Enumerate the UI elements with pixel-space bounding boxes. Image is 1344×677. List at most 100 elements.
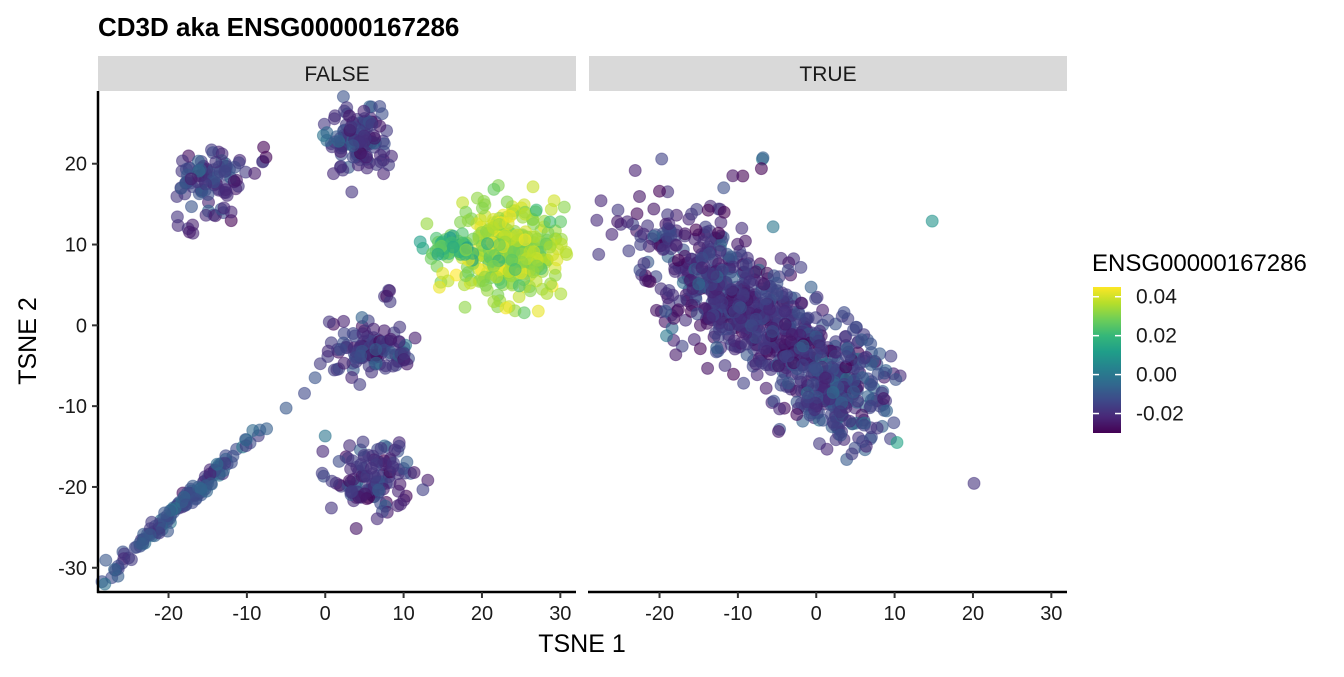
data-point <box>825 360 839 374</box>
data-point <box>727 367 740 381</box>
data-point <box>370 512 384 526</box>
data-point <box>821 313 835 327</box>
data-point <box>847 323 860 337</box>
data-point <box>358 487 372 501</box>
data-point <box>333 160 347 174</box>
data-point <box>337 314 351 328</box>
data-point <box>183 225 196 239</box>
data-point <box>877 392 891 405</box>
data-point <box>217 201 231 215</box>
data-point <box>315 466 329 480</box>
data-point <box>718 359 732 372</box>
data-point <box>689 223 703 237</box>
data-point <box>925 214 939 228</box>
data-point <box>758 342 772 356</box>
data-point <box>781 349 795 363</box>
data-point <box>345 371 359 384</box>
data-point <box>393 477 407 491</box>
data-point <box>343 439 357 453</box>
data-point <box>348 351 362 365</box>
data-point <box>695 261 709 275</box>
data-point <box>773 402 787 416</box>
data-point <box>394 497 408 511</box>
data-point <box>675 339 689 353</box>
data-point <box>890 436 904 449</box>
data-point <box>778 317 792 331</box>
data-point <box>174 181 188 195</box>
data-point <box>654 282 668 296</box>
data-point <box>710 341 724 355</box>
legend-tick-label: -0.02 <box>1136 403 1184 426</box>
data-point <box>325 474 339 488</box>
data-point <box>143 528 157 542</box>
data-point <box>246 424 260 437</box>
data-point <box>370 454 383 468</box>
data-point <box>124 553 138 567</box>
data-point <box>383 284 397 298</box>
data-point <box>864 378 878 392</box>
data-point <box>518 233 532 247</box>
data-point <box>642 274 655 288</box>
data-point <box>408 331 422 345</box>
data-point <box>461 214 475 228</box>
data-point <box>794 260 808 274</box>
data-point <box>840 350 853 363</box>
data-point <box>324 501 338 515</box>
data-point <box>808 361 822 375</box>
data-point <box>108 563 121 576</box>
data-point <box>792 307 806 321</box>
data-point <box>526 180 540 194</box>
facet-strip-false: FALSE <box>98 56 576 91</box>
data-point <box>374 155 388 169</box>
data-point <box>845 447 859 461</box>
data-point <box>407 466 421 479</box>
data-point <box>590 213 604 227</box>
data-point <box>184 172 198 186</box>
data-point <box>215 147 229 161</box>
data-point <box>490 270 504 284</box>
data-point <box>158 506 172 520</box>
data-point <box>344 120 358 134</box>
data-point <box>523 245 537 259</box>
data-point <box>708 326 722 340</box>
data-point <box>416 483 430 497</box>
y-tick-label: 20 <box>65 154 87 176</box>
y-tick-label: 0 <box>76 315 87 337</box>
data-point <box>508 263 522 276</box>
data-point <box>712 226 725 240</box>
data-point <box>809 311 823 325</box>
data-point <box>523 284 537 298</box>
data-point <box>660 329 673 343</box>
data-point <box>191 154 205 168</box>
data-point <box>356 327 370 341</box>
x-tick-label: -10 <box>232 603 261 625</box>
data-point <box>481 237 494 251</box>
y-tick-label: -10 <box>58 396 87 418</box>
data-point <box>655 152 669 166</box>
legend-tick-label: 0.04 <box>1136 286 1177 309</box>
data-point <box>628 164 642 177</box>
data-point <box>369 356 383 370</box>
data-point <box>384 332 398 346</box>
data-point <box>857 418 871 432</box>
data-point <box>368 470 382 484</box>
data-point <box>345 484 359 498</box>
data-point <box>713 245 727 258</box>
data-point <box>819 371 832 385</box>
data-point <box>421 473 435 487</box>
data-point <box>560 248 574 261</box>
data-point <box>517 306 531 320</box>
data-point <box>248 166 262 180</box>
data-point <box>543 215 557 229</box>
data-point <box>755 356 769 370</box>
data-point <box>99 553 113 567</box>
data-point <box>357 449 371 462</box>
data-point <box>796 358 810 372</box>
data-point <box>679 313 693 327</box>
data-point <box>781 263 795 277</box>
data-point <box>313 357 327 371</box>
data-point <box>194 482 208 496</box>
data-point <box>367 322 381 336</box>
data-point <box>98 577 112 591</box>
